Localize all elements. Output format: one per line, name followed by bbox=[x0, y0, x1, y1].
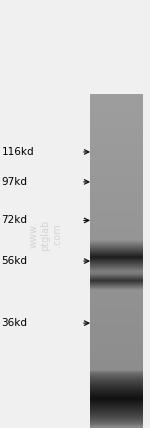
Text: www.
ptglab
.com: www. ptglab .com bbox=[28, 220, 62, 251]
Text: 36kd: 36kd bbox=[2, 318, 27, 328]
Text: 116kd: 116kd bbox=[2, 147, 34, 157]
Text: 72kd: 72kd bbox=[2, 215, 27, 226]
Text: 97kd: 97kd bbox=[2, 177, 27, 187]
Text: 56kd: 56kd bbox=[2, 256, 27, 266]
